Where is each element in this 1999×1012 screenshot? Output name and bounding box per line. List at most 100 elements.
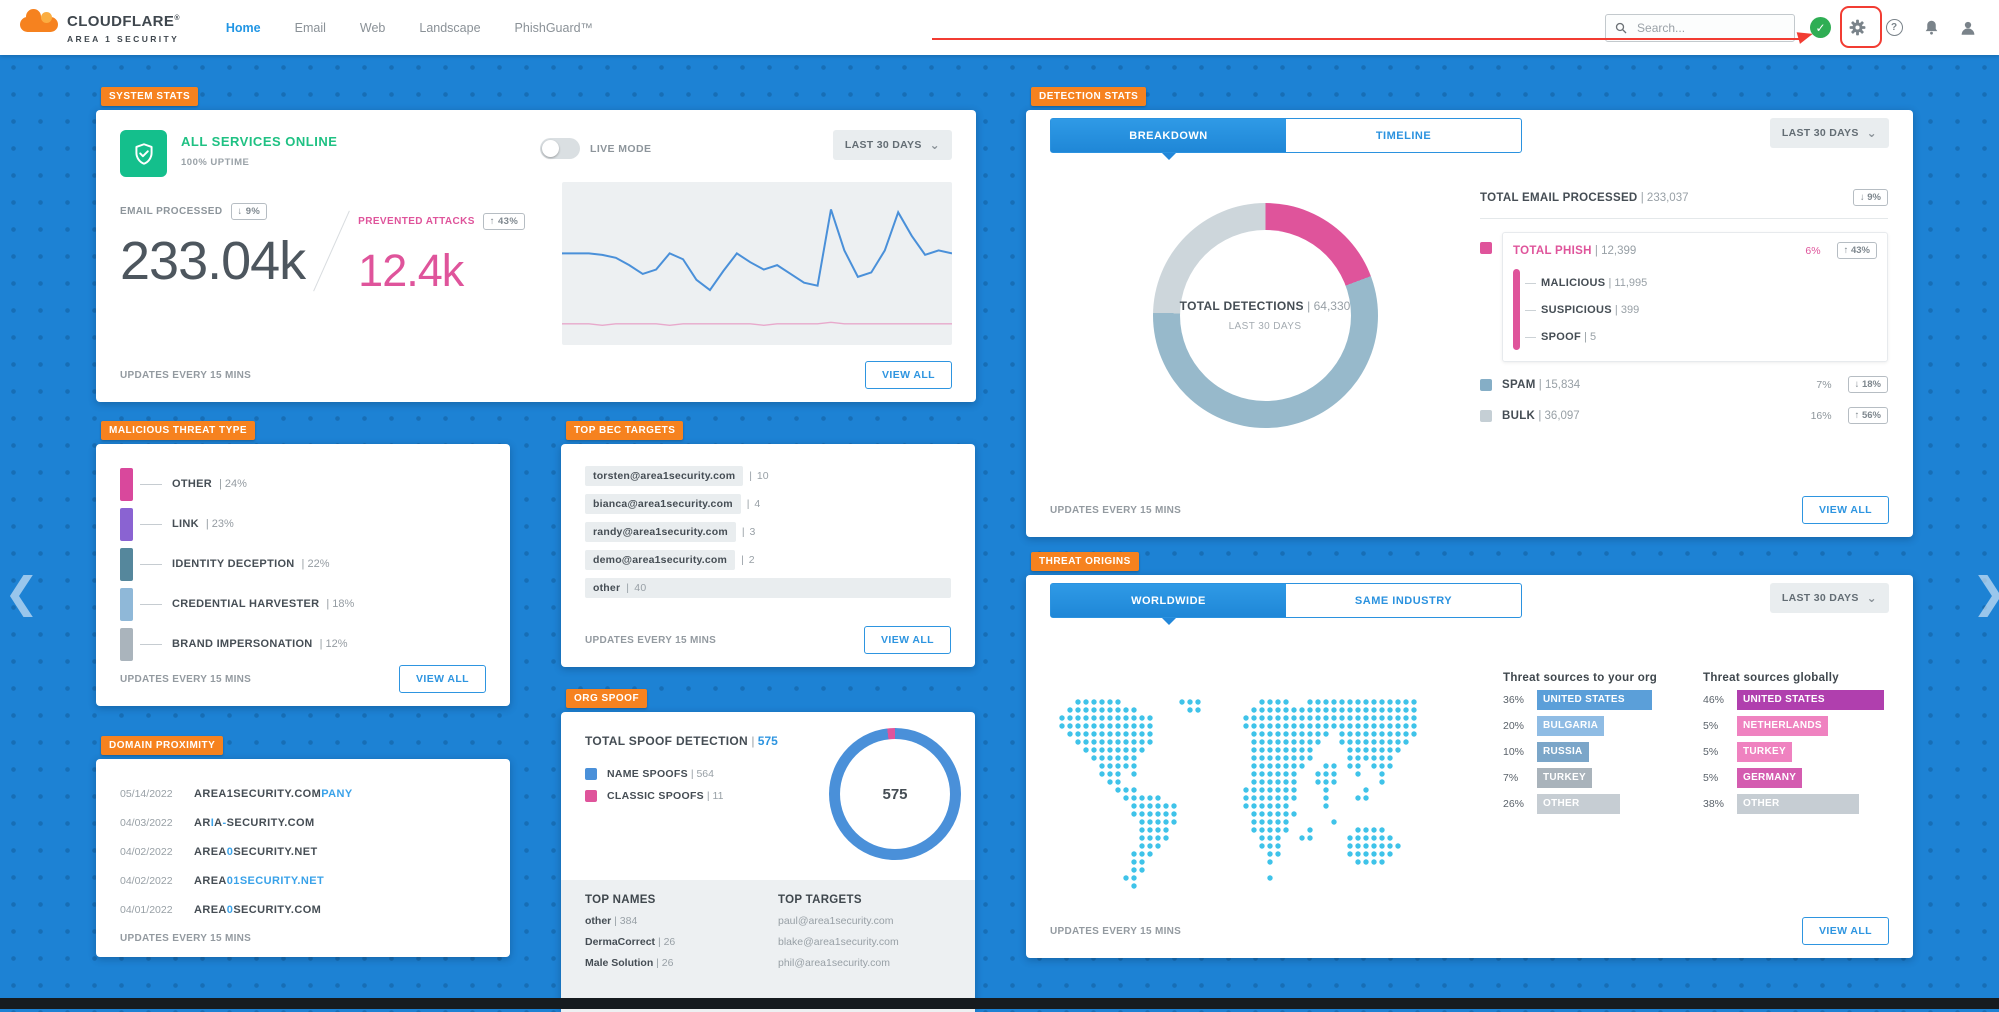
search-input[interactable] xyxy=(1635,19,1785,36)
nav-item-home[interactable]: Home xyxy=(225,20,261,35)
phish-sub-row: SUSPICIOUS | 399 xyxy=(1525,296,1877,323)
domain-date: 05/14/2022 xyxy=(120,787,173,800)
phish-breakdown-bar xyxy=(1513,269,1520,350)
top-name-row: Male Solution | 26 xyxy=(585,957,758,969)
live-mode-toggle[interactable] xyxy=(540,138,580,159)
color-chip xyxy=(585,790,597,802)
bec-target-count: 2 xyxy=(745,554,755,566)
view-all-button[interactable]: VIEW ALL xyxy=(1802,917,1889,945)
help-icon[interactable]: ? xyxy=(1883,17,1905,39)
bec-target-count: 4 xyxy=(751,498,761,510)
threat-type-label: OTHER xyxy=(172,478,212,490)
threat-type-value: | 18% xyxy=(326,598,355,610)
origin-pct: 10% xyxy=(1503,746,1525,758)
top-name-count: | 384 xyxy=(611,915,638,927)
sub-row-value: 5 xyxy=(1590,331,1597,343)
domain-row[interactable]: 05/14/2022 AREA1SECURITY.COMPANY xyxy=(120,779,486,808)
threat-type-row: BRAND IMPERSONATION | 12% xyxy=(120,624,486,664)
bec-target-row[interactable]: torsten@area1security.com | 10 xyxy=(585,466,951,486)
bulk-color-chip xyxy=(1480,409,1492,422)
domain-name: AREA0SECURITY.COM xyxy=(194,903,322,916)
brand-name: CLOUDFLARE® xyxy=(67,13,180,30)
range-select-button[interactable]: LAST 30 DAYS ⌄ xyxy=(1769,118,1889,148)
tab-worldwide[interactable]: WORLDWIDE xyxy=(1051,584,1286,625)
bec-target-row[interactable]: other | 40 xyxy=(585,578,951,598)
domain-date: 04/02/2022 xyxy=(120,874,173,887)
origin-bar: BULGARIA xyxy=(1537,716,1605,736)
origin-pct: 5% xyxy=(1703,746,1719,758)
top-target-email: paul@area1security.com xyxy=(778,915,894,927)
range-label: LAST 30 DAYS xyxy=(1781,592,1859,604)
domain-date: 04/02/2022 xyxy=(120,845,173,858)
tab-breakdown[interactable]: BREAKDOWN xyxy=(1051,119,1286,160)
threat-type-row: LINK | 23% xyxy=(120,504,486,544)
leader-line xyxy=(140,523,162,525)
live-mode-label: LIVE MODE xyxy=(590,142,652,155)
brand-subtitle: AREA 1 SECURITY xyxy=(67,34,180,44)
prevented-attacks-stat: PREVENTED ATTACKS ↑ 43% 12.4k xyxy=(358,213,526,293)
nav-item-phishguard[interactable]: PhishGuard™ xyxy=(514,20,594,35)
view-all-button[interactable]: VIEW ALL xyxy=(865,361,952,389)
nav-item-email[interactable]: Email xyxy=(294,20,326,35)
spoof-donut-center-value: 575 xyxy=(882,785,908,803)
email-processed-value: 233.04k xyxy=(120,231,306,291)
view-all-button[interactable]: VIEW ALL xyxy=(1802,496,1889,524)
spoof-total-title: TOTAL SPOOF DETECTION | 575 xyxy=(585,734,778,748)
domain-row[interactable]: 04/02/2022 AREA01SECURITY.NET xyxy=(120,866,486,895)
domain-row[interactable]: 04/02/2022 AREA0SECURITY.NET xyxy=(120,837,486,866)
delta-badge: ↓ 18% xyxy=(1847,376,1888,393)
updates-label: UPDATES EVERY 15 MINS xyxy=(1050,925,1182,937)
carousel-right-chevron-icon[interactable]: ❯ xyxy=(1972,568,1999,617)
nav-item-web[interactable]: Web xyxy=(359,20,386,35)
window-bottom-edge xyxy=(0,998,1999,1009)
org-spoof-donut-chart: 575 xyxy=(829,728,961,860)
view-all-button[interactable]: VIEW ALL xyxy=(864,626,951,654)
threat-type-value: | 23% xyxy=(205,518,234,530)
card-tag: MALICIOUS THREAT TYPE xyxy=(101,421,256,440)
threat-type-label: LINK xyxy=(172,518,199,530)
card-tag: DETECTION STATS xyxy=(1031,87,1147,106)
sub-row-label: SUSPICIOUS xyxy=(1541,304,1612,316)
range-label: LAST 30 DAYS xyxy=(1781,127,1859,139)
view-all-button[interactable]: VIEW ALL xyxy=(399,665,486,693)
account-user-icon[interactable] xyxy=(1957,17,1979,39)
settings-gear-icon[interactable] xyxy=(1846,17,1868,39)
origin-bar: OTHER xyxy=(1737,794,1859,814)
leader-line xyxy=(140,603,162,605)
bec-target-row[interactable]: bianca@area1security.com | 4 xyxy=(585,494,951,514)
chevron-down-icon: ⌄ xyxy=(1866,591,1877,605)
origin-row: 5% TURKEY xyxy=(1703,742,1889,762)
notifications-bell-icon[interactable] xyxy=(1920,17,1942,39)
range-select-button[interactable]: LAST 30 DAYS ⌄ xyxy=(1769,583,1889,613)
tab-timeline[interactable]: TIMELINE xyxy=(1375,129,1432,142)
carousel-left-chevron-icon[interactable]: ❮ xyxy=(4,569,40,616)
bec-target-row[interactable]: demo@area1security.com | 2 xyxy=(585,550,951,570)
threat-type-label: IDENTITY DECEPTION xyxy=(172,558,295,570)
origin-pct: 20% xyxy=(1503,720,1525,732)
spam-color-chip xyxy=(1480,378,1492,391)
color-chip xyxy=(120,467,133,501)
threat-type-value: | 22% xyxy=(301,558,330,570)
range-select-button[interactable]: LAST 30 DAYS ⌄ xyxy=(832,130,952,160)
bulk-row: BULK | 36,097 16% ↑ 56% xyxy=(1480,407,1888,424)
brand-logo[interactable]: CLOUDFLARE® AREA 1 SECURITY xyxy=(20,9,180,44)
shield-check-badge-icon[interactable]: ✓ xyxy=(1810,17,1831,38)
bec-target-row[interactable]: randy@area1security.com | 3 xyxy=(585,522,951,542)
domain-row[interactable]: 04/03/2022 ARIA-SECURITY.COM xyxy=(120,808,486,837)
search-box[interactable] xyxy=(1605,13,1795,42)
domain-row[interactable]: 04/01/2022 AREA0SECURITY.COM xyxy=(120,895,486,924)
chevron-down-icon: ⌄ xyxy=(1866,126,1877,140)
tab-same-industry[interactable]: SAME INDUSTRY xyxy=(1354,594,1453,607)
card-tag: THREAT ORIGINS xyxy=(1031,552,1139,571)
origin-row: 36% UNITED STATES xyxy=(1503,690,1689,710)
phish-pct: 6% xyxy=(1805,244,1821,257)
cloudflare-cloud-icon xyxy=(20,9,58,32)
nav-item-landscape[interactable]: Landscape xyxy=(419,20,481,35)
legend-label: CLASSIC SPOOFS xyxy=(607,790,704,802)
legend-value: | 564 xyxy=(687,768,714,780)
top-names-header: TOP NAMES xyxy=(585,894,656,906)
top-name-count: | 26 xyxy=(655,936,676,948)
services-status: ALL SERVICES ONLINE xyxy=(181,134,338,149)
origin-row: 5% GERMANY xyxy=(1703,768,1889,788)
spam-pct: 7% xyxy=(1816,378,1832,391)
